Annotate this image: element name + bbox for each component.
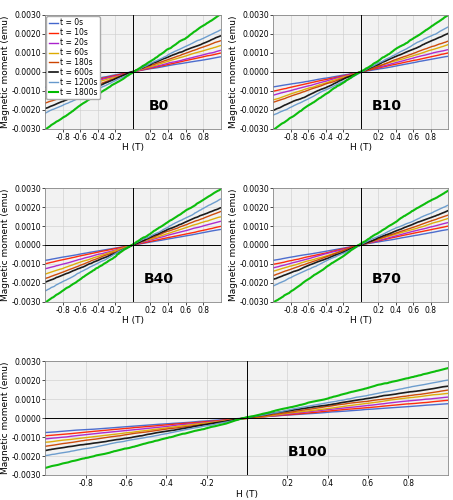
X-axis label: H (T): H (T) [122,144,144,152]
Legend: t = 0s, t = 10s, t = 20s, t = 60s, t = 180s, t = 600s, t = 1200s, t = 1800s: t = 0s, t = 10s, t = 20s, t = 60s, t = 1… [47,16,100,99]
Text: B70: B70 [372,272,402,286]
Y-axis label: Magnetic moment (emu): Magnetic moment (emu) [229,188,238,301]
Text: B100: B100 [288,445,327,459]
X-axis label: H (T): H (T) [236,490,258,498]
X-axis label: H (T): H (T) [350,144,372,152]
Text: B10: B10 [372,99,402,113]
Y-axis label: Magnetic moment (emu): Magnetic moment (emu) [1,188,10,301]
X-axis label: H (T): H (T) [122,316,144,326]
Text: B0: B0 [149,99,169,113]
Text: B40: B40 [144,272,174,286]
X-axis label: H (T): H (T) [350,316,372,326]
Y-axis label: Magnetic moment (emu): Magnetic moment (emu) [1,16,10,128]
Y-axis label: Magnetic moment (emu): Magnetic moment (emu) [229,16,238,128]
Y-axis label: Magnetic moment (emu): Magnetic moment (emu) [1,362,10,474]
